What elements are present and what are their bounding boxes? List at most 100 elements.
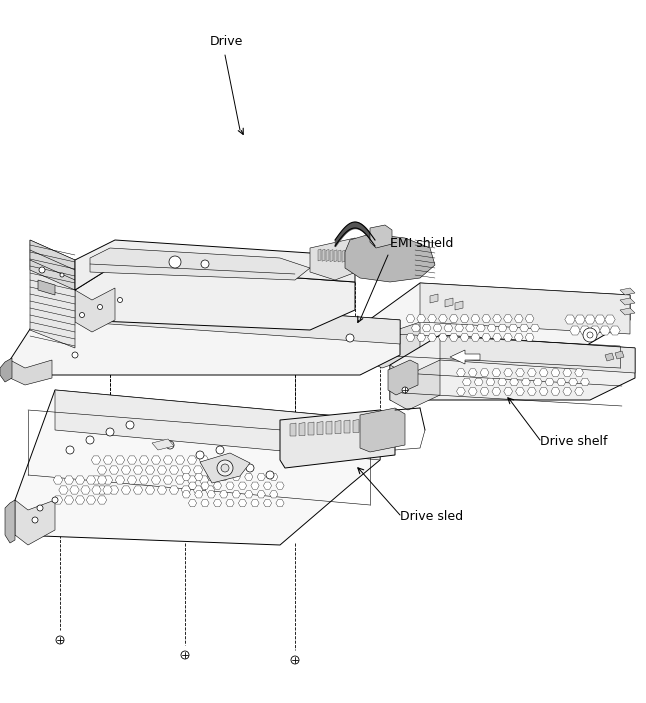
Polygon shape <box>551 369 560 377</box>
Polygon shape <box>362 419 368 432</box>
Polygon shape <box>52 295 400 344</box>
Polygon shape <box>75 265 355 330</box>
Circle shape <box>66 446 74 454</box>
Circle shape <box>246 464 254 472</box>
Polygon shape <box>360 408 405 452</box>
Text: Drive shelf: Drive shelf <box>540 435 607 448</box>
Polygon shape <box>503 333 512 341</box>
Polygon shape <box>388 360 418 395</box>
Polygon shape <box>346 250 349 262</box>
Polygon shape <box>194 491 203 498</box>
Circle shape <box>201 260 209 268</box>
Polygon shape <box>445 298 453 307</box>
Polygon shape <box>191 356 202 365</box>
Polygon shape <box>182 491 191 498</box>
Circle shape <box>79 313 85 318</box>
Circle shape <box>216 446 224 454</box>
Polygon shape <box>492 387 501 395</box>
Polygon shape <box>503 315 512 323</box>
Polygon shape <box>10 295 400 375</box>
Polygon shape <box>460 333 469 341</box>
Polygon shape <box>237 335 247 344</box>
Polygon shape <box>492 369 501 377</box>
Polygon shape <box>151 476 161 484</box>
Polygon shape <box>482 315 491 323</box>
Polygon shape <box>220 473 228 480</box>
Polygon shape <box>477 324 485 332</box>
Polygon shape <box>213 500 222 507</box>
Polygon shape <box>520 324 528 332</box>
Polygon shape <box>545 378 554 386</box>
Polygon shape <box>226 482 234 489</box>
Polygon shape <box>214 335 224 344</box>
Polygon shape <box>220 325 230 333</box>
Polygon shape <box>70 486 79 494</box>
Polygon shape <box>129 346 138 354</box>
Polygon shape <box>175 456 185 464</box>
Polygon shape <box>146 335 156 344</box>
Polygon shape <box>534 378 542 386</box>
Polygon shape <box>444 324 453 332</box>
Polygon shape <box>169 486 179 494</box>
Polygon shape <box>157 335 167 344</box>
Polygon shape <box>568 378 578 386</box>
Polygon shape <box>65 476 74 484</box>
Polygon shape <box>326 421 332 434</box>
Polygon shape <box>98 496 107 504</box>
Polygon shape <box>334 250 337 262</box>
Polygon shape <box>157 466 167 474</box>
Polygon shape <box>575 369 583 377</box>
Polygon shape <box>527 369 536 377</box>
Polygon shape <box>112 356 121 365</box>
Polygon shape <box>310 238 375 280</box>
Polygon shape <box>15 500 55 545</box>
Polygon shape <box>326 250 329 262</box>
Polygon shape <box>417 333 426 341</box>
Polygon shape <box>354 251 357 263</box>
Polygon shape <box>15 390 380 545</box>
Text: Drive sled: Drive sled <box>400 510 463 523</box>
Polygon shape <box>450 333 458 341</box>
Polygon shape <box>498 324 507 332</box>
Polygon shape <box>420 283 630 334</box>
Polygon shape <box>514 315 523 323</box>
Polygon shape <box>428 315 437 323</box>
Polygon shape <box>0 358 12 382</box>
Circle shape <box>291 656 299 664</box>
Polygon shape <box>406 315 415 323</box>
Polygon shape <box>264 482 271 489</box>
Polygon shape <box>169 335 178 344</box>
Polygon shape <box>76 476 85 484</box>
Polygon shape <box>81 486 90 494</box>
Polygon shape <box>87 476 96 484</box>
Polygon shape <box>440 335 635 373</box>
Polygon shape <box>551 387 560 395</box>
Polygon shape <box>510 378 519 386</box>
Circle shape <box>266 471 274 479</box>
Polygon shape <box>527 387 536 395</box>
Polygon shape <box>133 466 143 474</box>
Polygon shape <box>610 326 620 335</box>
Polygon shape <box>390 335 635 400</box>
Polygon shape <box>557 378 566 386</box>
Polygon shape <box>269 473 278 480</box>
Polygon shape <box>457 387 465 395</box>
Polygon shape <box>251 482 259 489</box>
Polygon shape <box>186 325 196 333</box>
Polygon shape <box>226 500 234 507</box>
Polygon shape <box>358 251 361 263</box>
Polygon shape <box>539 387 548 395</box>
Polygon shape <box>615 351 624 359</box>
Circle shape <box>32 517 38 523</box>
Circle shape <box>126 421 134 429</box>
Circle shape <box>217 460 233 476</box>
Polygon shape <box>563 387 572 395</box>
Polygon shape <box>353 420 359 432</box>
Polygon shape <box>186 346 196 354</box>
Polygon shape <box>238 482 247 489</box>
Polygon shape <box>487 324 496 332</box>
Polygon shape <box>38 280 55 295</box>
Circle shape <box>106 428 114 436</box>
Polygon shape <box>201 500 209 507</box>
Polygon shape <box>209 325 218 333</box>
